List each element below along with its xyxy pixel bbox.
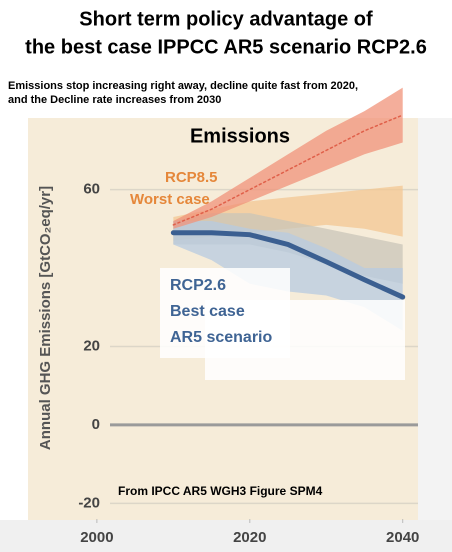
- label-backdrop: [160, 268, 290, 358]
- annotation: Worst case: [130, 191, 210, 208]
- subtitle-line: Emissions stop increasing right away, de…: [8, 80, 358, 92]
- x-axis-strip: [0, 520, 452, 552]
- annotation: Best case: [170, 303, 245, 320]
- x-tick-label: 2000: [80, 529, 113, 546]
- annotation: RCP8.5: [165, 169, 218, 186]
- title-line: the best case IPPCC AR5 scenario RCP2.6: [25, 36, 427, 58]
- annotation: AR5 scenario: [170, 329, 272, 346]
- y-tick-label: 0: [92, 416, 100, 433]
- panel-label: Emissions: [190, 125, 290, 147]
- subtitle-line: and the Decline rate increases from 2030: [8, 94, 221, 106]
- title-line: Short term policy advantage of: [79, 8, 373, 30]
- plot-edge: [418, 118, 452, 520]
- x-tick-label: 2020: [233, 529, 266, 546]
- series-line: [170, 230, 406, 300]
- y-tick-label: 60: [83, 181, 100, 198]
- y-axis-label: Annual GHG Emissions [GtCO₂eq/yr]: [37, 186, 54, 450]
- source-note: From IPCC AR5 WGH3 Figure SPM4: [118, 484, 323, 498]
- series-line: [172, 114, 404, 226]
- labels: -20 0 20 60 2000 2020 2040 RCP8.5 Worst case RCP2…: [78, 169, 419, 546]
- y-tick-label: -20: [78, 494, 100, 511]
- range-band: [173, 87, 403, 229]
- y-tick-label: 20: [83, 337, 100, 354]
- x-tick-label: 2040: [386, 529, 419, 546]
- annotation: RCP2.6: [170, 277, 226, 294]
